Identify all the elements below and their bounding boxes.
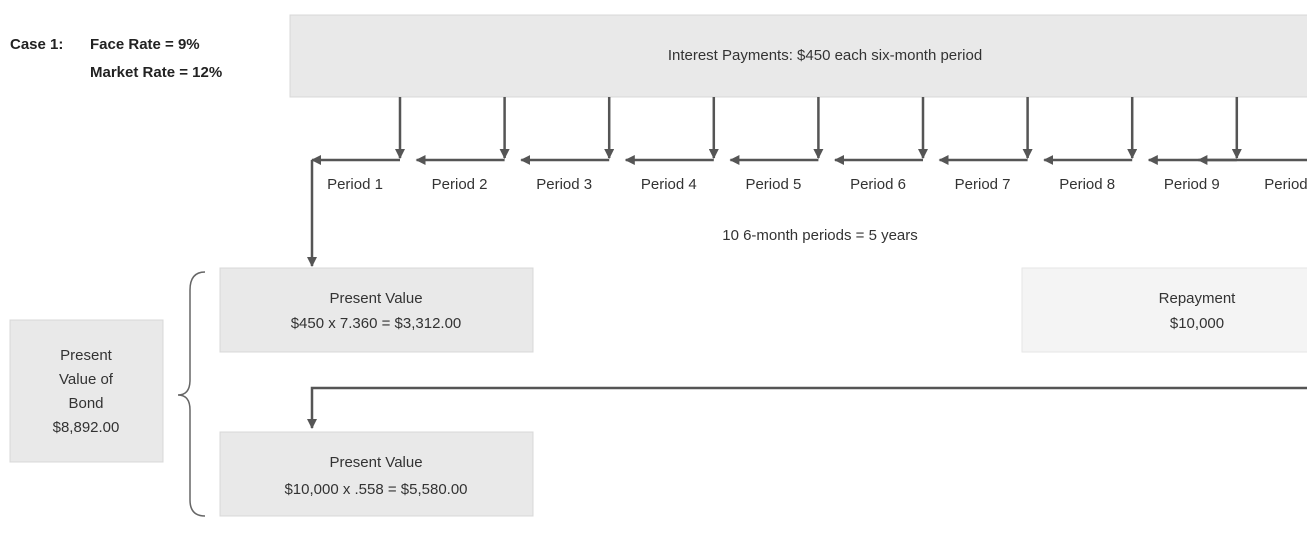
repayment-box <box>1021 267 1307 353</box>
pv-bond-line: Value of <box>59 371 114 388</box>
period-label: Period 4 <box>641 176 697 193</box>
period-label: Period 9 <box>1164 176 1220 193</box>
pv-bond-box <box>9 319 164 463</box>
interest-text: Interest Payments: $450 each six-month p… <box>668 47 982 64</box>
pv-principal-box <box>219 431 534 517</box>
period-summary: 10 6-month periods = 5 years <box>722 227 918 244</box>
pv-bond-line: $8,892.00 <box>53 419 120 436</box>
period-label: Period 3 <box>536 176 592 193</box>
repayment-title: Repayment <box>1159 290 1237 307</box>
period-label: Period 6 <box>850 176 906 193</box>
pv-interest-title: Present Value <box>329 290 422 307</box>
pv-interest-formula: $450 x 7.360 = $3,312.00 <box>291 315 462 332</box>
pv-interest-box <box>219 267 534 353</box>
pv-bond-text: Present Value of Bond $8,892.00 <box>53 347 120 436</box>
period-label: Period 10 <box>1264 176 1307 193</box>
market-rate: Market Rate = 12% <box>90 64 222 81</box>
pv-principal-formula: $10,000 x .558 = $5,580.00 <box>284 481 467 498</box>
repayment-amount: $10,000 <box>1170 315 1224 332</box>
pv-bond-line: Bond <box>68 395 103 412</box>
period-label: Period 5 <box>745 176 801 193</box>
period-label: Period 1 <box>327 176 383 193</box>
repayment-arrow <box>307 386 1307 429</box>
period-row: Period 1 Period 2 Period 3 Period 4 Period 5… <box>311 97 1307 193</box>
period-label: Period 8 <box>1059 176 1115 193</box>
pv-bond-line: Present <box>60 347 113 364</box>
interest-box <box>289 14 1307 98</box>
pv-principal-title: Present Value <box>329 454 422 471</box>
brace <box>177 271 206 517</box>
period-label: Period 7 <box>955 176 1011 193</box>
face-rate: Face Rate = 9% <box>90 36 200 53</box>
period-label: Period 2 <box>432 176 488 193</box>
case-label: Case 1: <box>10 36 63 53</box>
